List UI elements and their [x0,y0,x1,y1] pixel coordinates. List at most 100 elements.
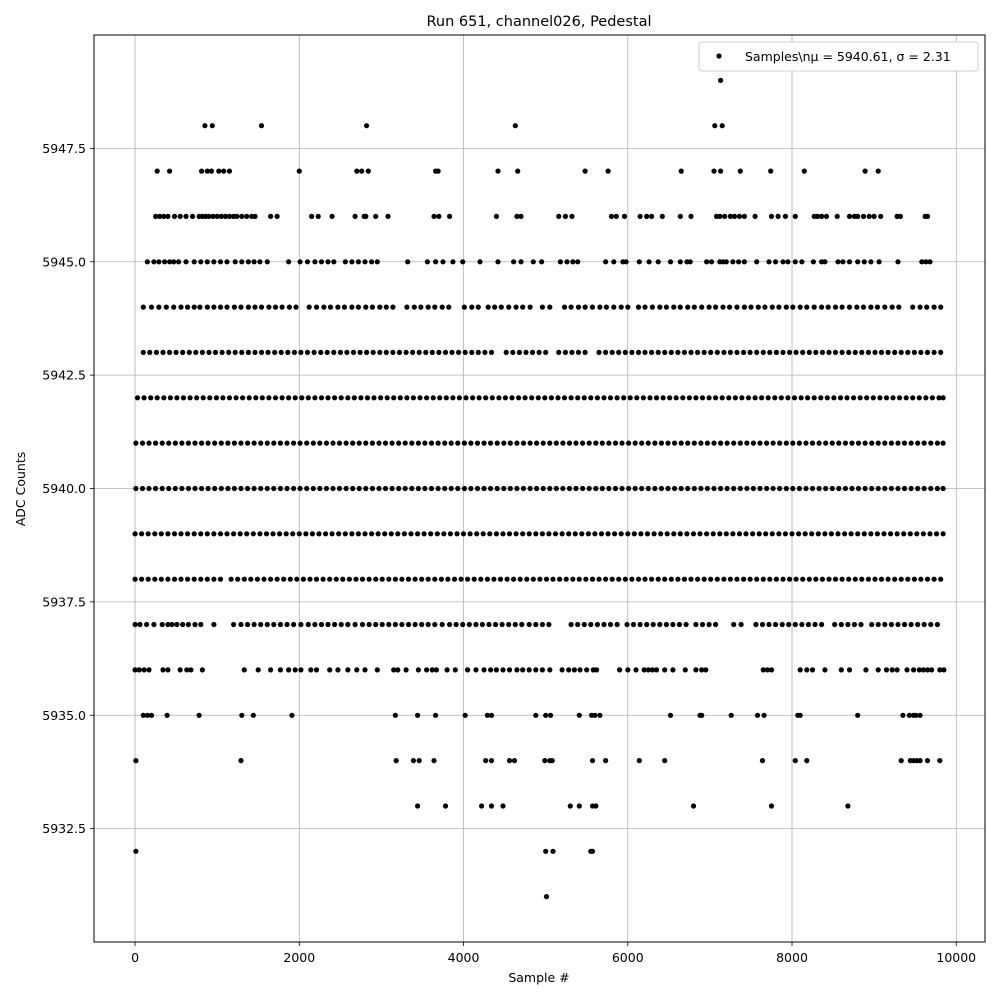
data-point [633,667,639,673]
data-point [160,349,166,355]
data-point [699,621,706,628]
data-point [184,667,190,673]
data-point [479,803,485,809]
data-point [197,304,203,310]
data-point [611,259,617,265]
y-tick-label: 5947.5 [42,141,86,156]
data-point [431,213,437,219]
data-point [542,395,548,401]
data-point [929,667,935,673]
data-point [139,576,145,582]
data-point [875,168,881,174]
data-point [798,395,804,401]
data-point [474,485,481,492]
data-point [216,168,222,174]
data-point [594,621,601,628]
data-point [667,395,673,401]
data-point [297,485,303,492]
data-point [720,304,726,310]
data-point [316,531,322,537]
data-point [768,213,775,219]
data-point [507,440,513,446]
data-point [139,531,145,537]
data-point [473,667,479,673]
data-point [500,667,506,673]
data-point [743,531,749,537]
data-point [238,440,244,446]
data-point [568,304,574,310]
data-point [920,667,927,673]
data-point [511,758,518,764]
data-point [678,168,684,174]
y-tick-label: 5945.0 [42,254,86,269]
data-point [248,576,254,582]
data-point [274,576,280,582]
data-point [737,440,743,446]
data-point [257,531,263,537]
data-point [782,531,789,537]
data-point [579,531,585,537]
data-point [752,213,758,219]
data-point [660,395,666,401]
data-point [861,259,867,265]
data-point [713,621,719,628]
data-point [846,349,852,355]
data-point [624,621,630,628]
data-point [846,213,853,219]
data-point [359,576,366,582]
data-point [469,349,475,355]
data-point [287,576,293,582]
data-point [484,576,490,582]
data-point [350,440,356,446]
data-point [727,213,734,219]
data-point [312,395,318,401]
data-point [804,304,810,310]
data-point [760,349,766,355]
data-point [619,485,625,492]
data-point [649,349,655,355]
data-point [410,758,416,764]
data-point [263,531,270,537]
data-point [566,485,573,492]
data-point [318,349,324,355]
data-point [488,758,495,764]
data-point [719,395,725,401]
data-point [736,531,743,537]
data-point [898,576,904,582]
data-point [166,440,172,446]
data-point [265,349,271,355]
data-point [298,667,304,673]
data-point [501,485,507,492]
data-point [901,440,908,446]
data-point [212,349,219,355]
data-point [514,667,520,673]
data-point [635,576,642,582]
data-point [323,531,329,537]
data-point [818,395,824,401]
data-point [520,440,527,446]
data-point [317,485,323,492]
data-point [160,667,166,673]
data-point [860,304,867,310]
data-point [180,395,187,401]
data-point [543,349,549,355]
data-point [667,712,674,718]
data-point [299,395,305,401]
data-point [671,304,677,310]
data-point [177,213,183,219]
data-point [233,395,239,401]
data-point [630,621,637,628]
data-point [778,395,784,401]
data-point [937,758,943,764]
data-point [652,485,658,492]
data-point [144,621,150,628]
data-point [894,531,900,537]
data-point [153,440,159,446]
data-point [139,440,146,446]
data-point [657,304,663,310]
data-point [773,349,780,355]
data-point [349,531,355,537]
data-point [488,440,494,446]
data-point [566,667,572,673]
data-point [250,531,256,537]
